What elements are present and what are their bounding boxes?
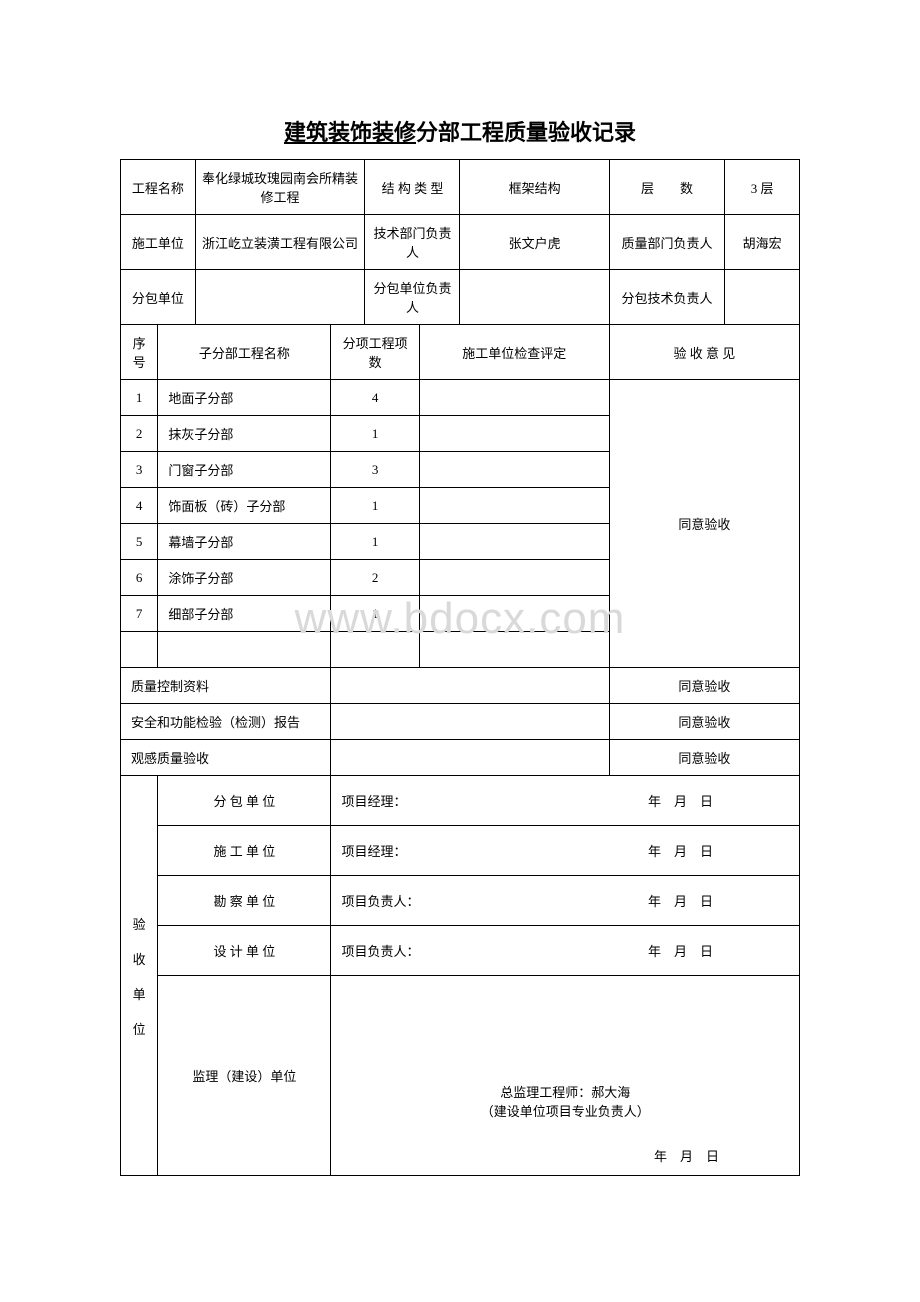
project-name-label: 工程名称 — [121, 160, 196, 215]
row-name: 饰面板（砖）子分部 — [158, 488, 331, 524]
sign-survey-content: 项目负责人： 年 月 日 — [331, 876, 800, 926]
sign-row-supervision: 监理（建设）单位 总监理工程师：郝大海 （建设单位项目专业负责人） 年 月 日 — [121, 976, 800, 1176]
row-count — [331, 632, 419, 668]
section-label: 验收单位 — [121, 776, 158, 1176]
col-sub-name: 子分部工程名称 — [158, 325, 331, 380]
main-opinion: 同意验收 — [609, 380, 799, 668]
sign-design-label: 设 计 单 位 — [158, 926, 331, 976]
row-seq: 5 — [121, 524, 158, 560]
row-count: 1 — [331, 524, 419, 560]
row-count: 3 — [331, 452, 419, 488]
subcontractor-head-label: 分包单位负责人 — [365, 270, 460, 325]
construction-unit-label: 施工单位 — [121, 215, 196, 270]
row-count: 2 — [331, 560, 419, 596]
quality-control-label: 质量控制资料 — [121, 668, 331, 704]
table-row: 1 地面子分部 4 同意验收 — [121, 380, 800, 416]
sign-survey-label: 勘 察 单 位 — [158, 876, 331, 926]
visual-quality-opinion: 同意验收 — [609, 740, 799, 776]
title-rest: 分部工程质量验收记录 — [416, 120, 636, 145]
subcontractor-label: 分包单位 — [121, 270, 196, 325]
safety-report-opinion: 同意验收 — [609, 704, 799, 740]
row-name: 细部子分部 — [158, 596, 331, 632]
col-item-count: 分项工程项数 — [331, 325, 419, 380]
row-count: 1 — [331, 488, 419, 524]
col-opinion: 验 收 意 见 — [609, 325, 799, 380]
col-seq: 序号 — [121, 325, 158, 380]
row-seq: 1 — [121, 380, 158, 416]
safety-report-value — [331, 704, 609, 740]
row-eval — [419, 524, 609, 560]
floors: 3 层 — [725, 160, 800, 215]
row-name — [158, 632, 331, 668]
title-underline: 建筑装饰装修 — [284, 120, 416, 145]
row-count: 1 — [331, 596, 419, 632]
sign-supervision-label: 监理（建设）单位 — [158, 976, 331, 1176]
row-seq: 7 — [121, 596, 158, 632]
header-row-2: 施工单位 浙江屹立装潢工程有限公司 技术部门负责人 张文户虎 质量部门负责人 胡… — [121, 215, 800, 270]
column-header-row: 序号 子分部工程名称 分项工程项数 施工单位检查评定 验 收 意 见 — [121, 325, 800, 380]
row-name: 地面子分部 — [158, 380, 331, 416]
row-seq — [121, 632, 158, 668]
row-count: 4 — [331, 380, 419, 416]
quality-control-opinion: 同意验收 — [609, 668, 799, 704]
row-eval — [419, 488, 609, 524]
sign-construction-content: 项目经理： 年 月 日 — [331, 826, 800, 876]
row-count: 1 — [331, 416, 419, 452]
project-name: 奉化绿城玫瑰园南会所精装修工程 — [195, 160, 365, 215]
tech-dept-head: 张文户虎 — [460, 215, 609, 270]
sign-subcontractor-content: 项目经理： 年 月 日 — [331, 776, 800, 826]
row-name: 涂饰子分部 — [158, 560, 331, 596]
safety-report-row: 安全和功能检验（检测）报告 同意验收 — [121, 704, 800, 740]
row-eval — [419, 632, 609, 668]
sign-construction-label: 施 工 单 位 — [158, 826, 331, 876]
row-eval — [419, 380, 609, 416]
sign-row-construction: 施 工 单 位 项目经理： 年 月 日 — [121, 826, 800, 876]
subcontractor — [195, 270, 365, 325]
row-eval — [419, 596, 609, 632]
sign-supervision-content: 总监理工程师：郝大海 （建设单位项目专业负责人） 年 月 日 — [331, 976, 800, 1176]
safety-report-label: 安全和功能检验（检测）报告 — [121, 704, 331, 740]
sign-row-survey: 勘 察 单 位 项目负责人： 年 月 日 — [121, 876, 800, 926]
main-table: 工程名称 奉化绿城玫瑰园南会所精装修工程 结 构 类 型 框架结构 层 数 3 … — [120, 159, 800, 1176]
visual-quality-value — [331, 740, 609, 776]
sign-row-subcontractor: 验收单位 分 包 单 位 项目经理： 年 月 日 — [121, 776, 800, 826]
quality-dept-head: 胡海宏 — [725, 215, 800, 270]
quality-control-value — [331, 668, 609, 704]
structure-type: 框架结构 — [460, 160, 609, 215]
subcontractor-head — [460, 270, 609, 325]
row-name: 幕墙子分部 — [158, 524, 331, 560]
row-name: 抹灰子分部 — [158, 416, 331, 452]
visual-quality-label: 观感质量验收 — [121, 740, 331, 776]
header-row-1: 工程名称 奉化绿城玫瑰园南会所精装修工程 结 构 类 型 框架结构 层 数 3 … — [121, 160, 800, 215]
subcontractor-tech-head — [725, 270, 800, 325]
row-seq: 2 — [121, 416, 158, 452]
document-title: 建筑装饰装修分部工程质量验收记录 — [120, 115, 800, 147]
header-row-3: 分包单位 分包单位负责人 分包技术负责人 — [121, 270, 800, 325]
sign-subcontractor-label: 分 包 单 位 — [158, 776, 331, 826]
sign-row-design: 设 计 单 位 项目负责人： 年 月 日 — [121, 926, 800, 976]
col-check-eval: 施工单位检查评定 — [419, 325, 609, 380]
sign-design-content: 项目负责人： 年 月 日 — [331, 926, 800, 976]
quality-control-row: 质量控制资料 同意验收 — [121, 668, 800, 704]
visual-quality-row: 观感质量验收 同意验收 — [121, 740, 800, 776]
row-eval — [419, 452, 609, 488]
row-seq: 4 — [121, 488, 158, 524]
row-eval — [419, 416, 609, 452]
tech-dept-head-label: 技术部门负责人 — [365, 215, 460, 270]
construction-unit: 浙江屹立装潢工程有限公司 — [195, 215, 365, 270]
subcontractor-tech-head-label: 分包技术负责人 — [609, 270, 724, 325]
floors-label: 层 数 — [609, 160, 724, 215]
quality-dept-head-label: 质量部门负责人 — [609, 215, 724, 270]
row-seq: 3 — [121, 452, 158, 488]
row-name: 门窗子分部 — [158, 452, 331, 488]
structure-type-label: 结 构 类 型 — [365, 160, 460, 215]
row-eval — [419, 560, 609, 596]
row-seq: 6 — [121, 560, 158, 596]
